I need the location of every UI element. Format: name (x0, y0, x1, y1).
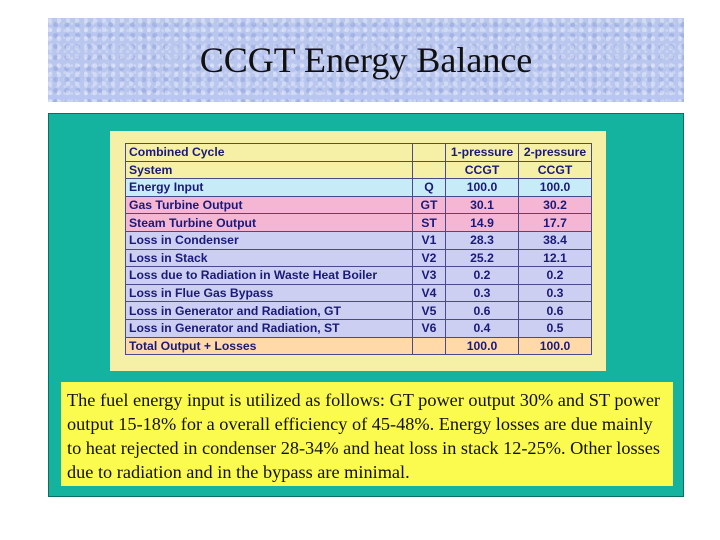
header-col2: CCGT (518, 160, 592, 180)
row-label: Loss due to Radiation in Waste Heat Boil… (125, 266, 413, 285)
row-value-2pressure: 0.2 (518, 266, 592, 285)
row-symbol: V6 (412, 318, 446, 338)
row-value-2pressure: 38.4 (518, 230, 592, 250)
header-col2: 2-pressure (518, 143, 592, 162)
header-symbol (412, 160, 446, 180)
row-value-1pressure: 30.1 (445, 195, 519, 215)
row-symbol: ST (412, 213, 446, 232)
row-value-1pressure: 28.3 (445, 230, 519, 250)
row-value-1pressure: 100.0 (445, 178, 519, 197)
row-value-2pressure: 0.3 (518, 283, 592, 303)
row-label: Energy Input (125, 178, 413, 197)
row-label: Loss in Generator and Radiation, ST (125, 318, 413, 338)
title-band: CCGT Energy Balance (48, 18, 684, 102)
row-symbol: V3 (412, 266, 446, 285)
row-value-2pressure: 0.5 (518, 318, 592, 338)
row-label: Loss in Condenser (125, 230, 413, 250)
table-row: Loss in Generator and Radiation, GT V5 0… (125, 301, 592, 320)
table-row: Loss in Stack V2 25.2 12.1 (125, 248, 592, 268)
row-label: Loss in Stack (125, 248, 413, 268)
row-value-1pressure: 25.2 (445, 248, 519, 268)
row-value-1pressure: 0.6 (445, 301, 519, 320)
header-label: Combined Cycle (125, 143, 413, 162)
total-value-1pressure: 100.0 (445, 336, 519, 356)
row-value-2pressure: 0.6 (518, 301, 592, 320)
table-row: Loss in Generator and Radiation, ST V6 0… (125, 318, 592, 338)
header-col1: 1-pressure (445, 143, 519, 162)
row-value-1pressure: 0.3 (445, 283, 519, 303)
slide-title: CCGT Energy Balance (199, 40, 533, 80)
row-value-1pressure: 0.2 (445, 266, 519, 285)
row-value-2pressure: 100.0 (518, 178, 592, 197)
header-col1: CCGT (445, 160, 519, 180)
table-header-row: Combined Cycle 1-pressure 2-pressure (125, 143, 592, 162)
total-value-2pressure: 100.0 (518, 336, 592, 356)
energy-balance-table: Combined Cycle 1-pressure 2-pressure Sys… (125, 143, 592, 356)
header-label: System (125, 160, 413, 180)
row-symbol: GT (412, 195, 446, 215)
row-symbol: V4 (412, 283, 446, 303)
row-symbol: V1 (412, 230, 446, 250)
table-row: Energy Input Q 100.0 100.0 (125, 178, 592, 197)
row-symbol: V2 (412, 248, 446, 268)
table-row: Gas Turbine Output GT 30.1 30.2 (125, 195, 592, 215)
total-label: Total Output + Losses (125, 336, 413, 356)
row-symbol: V5 (412, 301, 446, 320)
row-label: Loss in Flue Gas Bypass (125, 283, 413, 303)
table-row: Loss due to Radiation in Waste Heat Boil… (125, 266, 592, 285)
row-value-2pressure: 12.1 (518, 248, 592, 268)
total-symbol (412, 336, 446, 356)
row-label: Gas Turbine Output (125, 195, 413, 215)
summary-note: The fuel energy input is utilized as fol… (61, 382, 673, 486)
row-symbol: Q (412, 178, 446, 197)
table-row: Steam Turbine Output ST 14.9 17.7 (125, 213, 592, 232)
row-value-1pressure: 0.4 (445, 318, 519, 338)
table-row: Loss in Flue Gas Bypass V4 0.3 0.3 (125, 283, 592, 303)
table-row: Loss in Condenser V1 28.3 38.4 (125, 230, 592, 250)
table-total-row: Total Output + Losses 100.0 100.0 (125, 336, 592, 356)
row-value-2pressure: 17.7 (518, 213, 592, 232)
table-header-row: System CCGT CCGT (125, 160, 592, 180)
header-symbol (412, 143, 446, 162)
row-value-2pressure: 30.2 (518, 195, 592, 215)
row-label: Steam Turbine Output (125, 213, 413, 232)
row-label: Loss in Generator and Radiation, GT (125, 301, 413, 320)
row-value-1pressure: 14.9 (445, 213, 519, 232)
